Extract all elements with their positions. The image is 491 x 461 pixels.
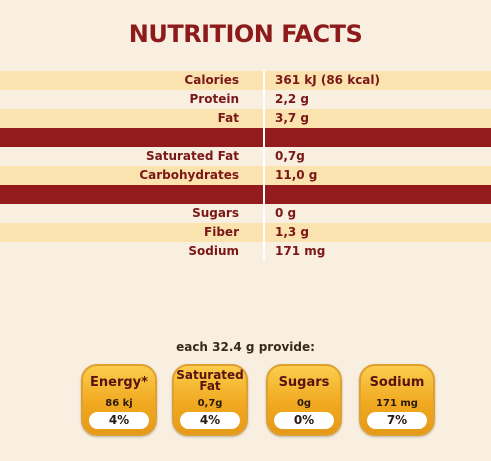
row-label: Sodium: [188, 244, 239, 258]
row-label: Fat: [217, 111, 239, 125]
row-value: 171 mg: [275, 244, 326, 258]
row-label: Calories: [184, 73, 239, 87]
badge-sodium: Sodium 171 mg 7%: [359, 364, 435, 436]
row-value: 2,2 g: [275, 92, 310, 106]
row-value: 1,3 g: [275, 225, 310, 239]
serving-provide-text: each 32.4 g provide:: [176, 340, 315, 354]
nutrition-row-sugars: Sugars 0 g: [0, 204, 491, 223]
row-value: 0 g: [275, 206, 297, 220]
badge-value: 0,7g: [197, 398, 223, 409]
badge-percent: 0%: [274, 412, 334, 429]
badge-value: 171 mg: [376, 398, 418, 409]
badge-percent: 4%: [180, 412, 240, 429]
badge-name-line2: Fat: [199, 379, 221, 393]
badge-value: 86 kj: [105, 398, 133, 409]
row-label: Saturated Fat: [145, 149, 239, 163]
badge-energy: Energy* 86 kj 4%: [81, 364, 157, 436]
badge-name-line1: Saturated: [176, 368, 244, 382]
badge-name: Sugars: [278, 375, 330, 390]
nutrition-row-carbohydrates: Carbohydrates 11,0 g: [0, 166, 491, 185]
row-value: 361 kJ (86 kcal): [275, 73, 380, 87]
row-label: Sugars: [192, 206, 239, 220]
badge-value: 0g: [296, 398, 312, 409]
badge-percent: 7%: [367, 412, 427, 429]
column-divider: [263, 71, 265, 261]
nutrition-row-calories: Calories 361 kJ (86 kcal): [0, 71, 491, 90]
nutrition-row-saturated-fat: Saturated Fat 0,7g: [0, 147, 491, 166]
page-title: NUTRITION FACTS: [128, 20, 363, 48]
badge-name: Saturated Fat: [174, 368, 246, 393]
row-label: Protein: [189, 92, 240, 106]
badge-name: Energy*: [90, 375, 148, 390]
nutrition-row-fiber: Fiber 1,3 g: [0, 223, 491, 242]
badge-sugars: Sugars 0g 0%: [266, 364, 342, 436]
badge-saturated-fat: Saturated Fat 0,7g 4%: [172, 364, 248, 436]
badge-percent: 4%: [89, 412, 149, 429]
row-value: 11,0 g: [275, 168, 318, 182]
nutrition-row-sodium: Sodium 171 mg: [0, 242, 491, 261]
nutrition-row-protein: Protein 2,2 g: [0, 90, 491, 109]
row-label: Fiber: [204, 225, 239, 239]
nutrition-row-separator: [0, 128, 491, 147]
row-label: Carbohydrates: [139, 168, 239, 182]
nutrition-row-fat: Fat 3,7 g: [0, 109, 491, 128]
badge-name: Sodium: [369, 375, 425, 390]
row-value: 3,7 g: [275, 111, 310, 125]
nutrition-row-separator: [0, 185, 491, 204]
nutrition-table: Calories 361 kJ (86 kcal) Protein 2,2 g …: [0, 71, 491, 261]
row-value: 0,7g: [275, 149, 305, 163]
